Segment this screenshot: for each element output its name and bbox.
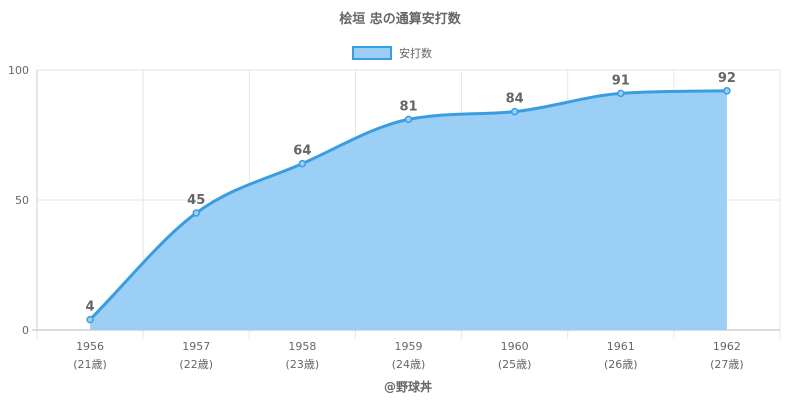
x-tick-sublabel: (27歳) <box>710 358 744 371</box>
legend-swatch <box>352 46 392 60</box>
tick-label-layer: 0 50 100 1956 (21歳) 1957 (22歳) 1958 (23歳) 1959 (24… <box>8 64 744 371</box>
data-label: 91 <box>612 73 630 88</box>
point-layer <box>86 87 731 324</box>
data-point <box>298 159 307 168</box>
x-tick-label: 1961 <box>607 340 635 353</box>
legend[interactable]: 安打数 <box>352 46 432 60</box>
data-label-layer: 4 45 64 81 84 91 92 <box>86 71 736 315</box>
data-label: 45 <box>187 193 205 208</box>
data-label: 84 <box>506 92 524 107</box>
y-tick-label: 0 <box>22 324 29 337</box>
legend-label: 安打数 <box>399 46 432 60</box>
x-tick-label: 1959 <box>395 340 423 353</box>
data-label: 81 <box>399 99 417 114</box>
data-point <box>404 115 413 124</box>
x-tick-label: 1962 <box>713 340 741 353</box>
x-tick-label: 1957 <box>182 340 210 353</box>
data-label: 4 <box>86 300 95 315</box>
x-tick-label: 1958 <box>288 340 316 353</box>
data-label: 64 <box>293 144 311 159</box>
x-tick-sublabel: (21歳) <box>73 358 107 371</box>
data-label: 92 <box>718 71 736 86</box>
x-tick-sublabel: (25歳) <box>498 358 532 371</box>
x-tick-sublabel: (24歳) <box>392 358 426 371</box>
data-point <box>617 89 625 98</box>
data-point <box>192 209 200 217</box>
y-tick-label: 50 <box>15 194 29 207</box>
area-layer <box>89 89 727 330</box>
chart-title: 桧垣 忠の通算安打数 <box>339 11 462 27</box>
y-tick-label: 100 <box>8 64 29 77</box>
data-point <box>723 87 731 95</box>
x-tick-sublabel: (22歳) <box>179 358 213 371</box>
x-tick-label: 1956 <box>76 340 104 353</box>
credit-label: @野球丼 <box>384 379 432 394</box>
x-tick-sublabel: (26歳) <box>604 358 638 371</box>
data-point <box>86 315 94 324</box>
x-tick-sublabel: (23歳) <box>286 358 320 371</box>
series-area-fill <box>90 90 727 330</box>
x-tick-label: 1960 <box>501 340 529 353</box>
data-point <box>510 107 519 116</box>
